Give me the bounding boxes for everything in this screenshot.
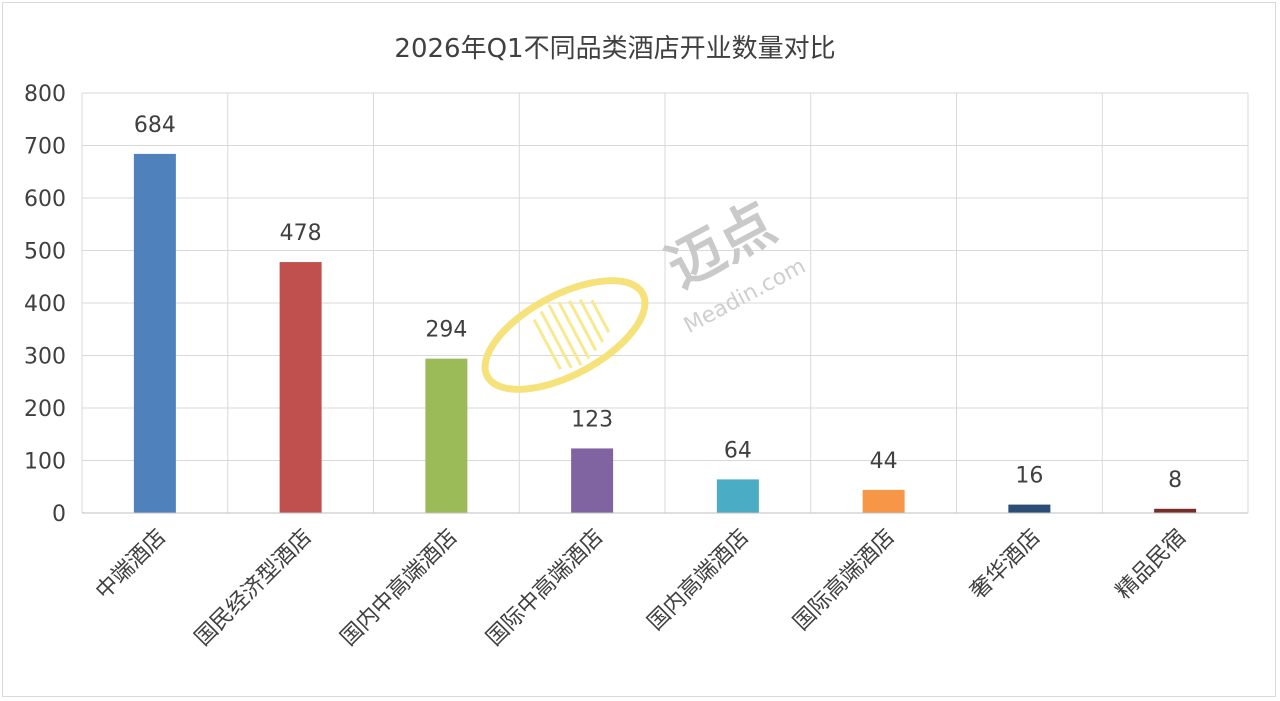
x-tick-label: 国际中高端酒店 xyxy=(482,525,609,652)
x-tick-label: 奢华酒店 xyxy=(966,525,1046,605)
x-tick-label: 国内中高端酒店 xyxy=(336,525,463,652)
y-tick-label: 0 xyxy=(52,502,66,527)
data-label: 16 xyxy=(1015,464,1043,489)
data-label: 684 xyxy=(134,113,176,138)
y-tick-label: 200 xyxy=(24,397,66,422)
x-tick-label: 精品民宿 xyxy=(1111,525,1191,605)
data-label: 478 xyxy=(280,221,322,246)
chart-title: 2026年Q1不同品类酒店开业数量对比 xyxy=(394,34,835,64)
y-tick-label: 100 xyxy=(24,450,66,475)
bar xyxy=(279,262,322,513)
y-tick-label: 400 xyxy=(24,292,66,317)
y-tick-label: 300 xyxy=(24,345,66,370)
watermark-logo xyxy=(481,277,649,393)
data-label: 64 xyxy=(724,438,752,463)
data-labels: 684 478 294 123 64 44 16 8 xyxy=(134,113,1182,493)
y-axis: 0 100 200 300 400 500 600 700 800 xyxy=(24,82,66,527)
bars xyxy=(133,153,1197,513)
y-tick-label: 500 xyxy=(24,240,66,265)
bar xyxy=(571,448,614,513)
gridlines xyxy=(81,92,1249,514)
bar xyxy=(425,358,468,513)
bar xyxy=(862,489,905,513)
data-label: 294 xyxy=(425,318,467,343)
x-tick-label: 国民经济型酒店 xyxy=(190,525,317,652)
x-tick-label: 中端酒店 xyxy=(91,525,171,605)
bar xyxy=(133,153,176,513)
data-label: 8 xyxy=(1168,468,1182,493)
x-axis: 中端酒店 国民经济型酒店 国内中高端酒店 国际中高端酒店 国内高端酒店 国际高端酒店 奢华酒… xyxy=(82,512,1248,652)
y-tick-label: 800 xyxy=(24,82,66,107)
x-tick-label: 国际高端酒店 xyxy=(789,525,900,636)
bar xyxy=(716,479,759,513)
bar xyxy=(1008,504,1051,513)
data-label: 44 xyxy=(870,449,898,474)
data-label: 123 xyxy=(571,407,613,432)
y-tick-label: 700 xyxy=(24,135,66,160)
bar xyxy=(1154,508,1197,513)
x-tick-label: 国内高端酒店 xyxy=(643,525,754,636)
y-tick-label: 600 xyxy=(24,187,66,212)
